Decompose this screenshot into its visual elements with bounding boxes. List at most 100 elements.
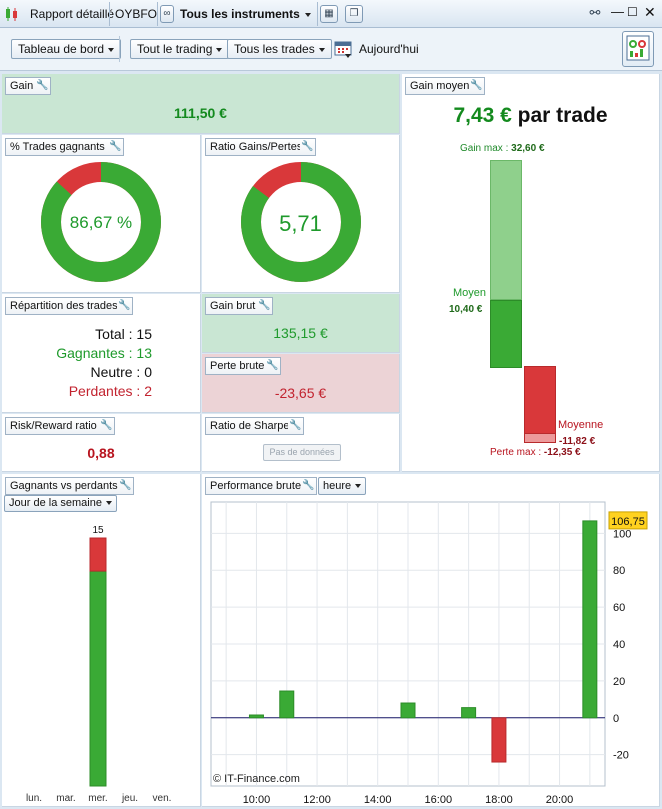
gross-gain-panel: Gain brut 🔧 135,15 € [202, 294, 400, 353]
winners-bar [89, 570, 107, 787]
x-tick-label: 18:00 [485, 794, 513, 806]
no-data-button[interactable]: Pas de données [263, 444, 341, 461]
y-tick-label: 0 [613, 713, 619, 725]
gain-bar [461, 707, 477, 719]
minimize-icon[interactable]: — [611, 4, 624, 19]
losers-bar [89, 537, 107, 572]
win-percentage-donut [41, 162, 161, 282]
title-bar: Rapport détaillé OYBFO ∞ Tous les instru… [0, 0, 662, 28]
avg-gain-label: Moyen [453, 287, 487, 299]
toolbar: Tableau de bord Tout le trading Tous les… [0, 28, 662, 71]
weekday-tick-label: lun. [26, 793, 42, 804]
y-tick-label: 80 [613, 565, 625, 577]
wrench-icon[interactable]: 🔧 [265, 357, 281, 375]
gain-loss-ratio-value: 5,71 [279, 211, 322, 236]
maximize-icon[interactable]: ☐ [627, 5, 638, 19]
average-gain-unit: par trade [517, 104, 608, 127]
avg-gain-bar [490, 300, 522, 368]
max-loss-label: Perte max : -12,35 € [490, 447, 581, 458]
sharpe-ratio-title: Ratio de Sharpe [205, 417, 295, 435]
copy-icon[interactable]: ❐ [345, 5, 363, 23]
candlestick-icon [3, 5, 21, 23]
winners-vs-losers-title: Gagnants vs perdants [5, 477, 123, 495]
calendar-caret-icon[interactable] [345, 54, 351, 58]
average-gain-panel: Gain moyen 🔧 7,43 € par trade Gain max :… [402, 74, 660, 472]
last-value-label: 106,75 [611, 516, 645, 528]
weekday-tick-label: ven. [153, 793, 172, 804]
gross-loss-panel: Perte brute 🔧 -23,65 € [202, 354, 400, 413]
trades-dropdown[interactable]: Tous les trades [227, 39, 332, 59]
gain-panel: Gain 🔧 111,50 € [2, 74, 400, 134]
gross-gain-title: Gain brut [205, 297, 261, 315]
risk-reward-title: Risk/Reward ratio [5, 417, 102, 435]
wrench-icon[interactable]: 🔧 [469, 77, 485, 95]
gross-performance-panel: Performance brute 🔧 heure 100 80 60 40 20 0 -2… [202, 474, 660, 807]
x-tick-label: 20:00 [546, 794, 574, 806]
calendar-icon[interactable] [334, 39, 353, 57]
donut-win-segment [241, 162, 361, 282]
total-data-label: 15 [92, 525, 104, 536]
close-icon[interactable]: ✕ [644, 4, 656, 20]
instruments-dropdown[interactable]: Tous les instruments [180, 7, 311, 21]
wrench-icon[interactable]: 🔧 [288, 417, 304, 435]
average-gain-value: 7,43 € [453, 104, 512, 127]
wrench-icon[interactable]: 🔧 [118, 477, 134, 495]
y-tick-label: 60 [613, 602, 625, 614]
hour-dropdown[interactable]: heure [318, 477, 367, 495]
account-label[interactable]: OYBFO [115, 7, 158, 21]
wrench-icon[interactable]: 🔧 [99, 417, 115, 435]
distribution-list: Total : 15 Gagnantes : 13 Neutre : 0 Per… [2, 325, 152, 401]
gain-bar [248, 714, 264, 719]
gross-performance-title: Performance brute [205, 477, 307, 495]
weekday-tick-label: mar. [56, 793, 75, 804]
wrench-icon[interactable]: 🔧 [301, 477, 317, 495]
gross-loss-value: -23,65 € [274, 385, 327, 401]
gain-title: Gain [5, 77, 39, 95]
wrench-icon[interactable]: 🔧 [257, 297, 273, 315]
x-tick-label: 10:00 [243, 794, 271, 806]
link-icon[interactable]: ∞ [160, 5, 174, 23]
chart-icon[interactable]: ▦ [320, 5, 338, 23]
gross-loss-title: Perte brute [205, 357, 270, 375]
sharpe-ratio-panel: Ratio de Sharpe 🔧 Pas de données [202, 414, 400, 472]
losers-row: Perdantes : 2 [68, 383, 152, 399]
gain-value: 111,50 € [174, 105, 227, 121]
trading-dropdown[interactable]: Tout le trading [130, 39, 230, 59]
gain-bar [279, 690, 295, 719]
neutral-row: Neutre : 0 [90, 364, 153, 380]
gross-performance-chart: 100 80 60 40 20 0 -20 10:00 12:00 14:00 16:00 18:00… [210, 501, 648, 806]
max-loss-bar [524, 433, 556, 443]
x-tick-label: 16:00 [425, 794, 453, 806]
avg-loss-label: Moyenne [558, 419, 604, 431]
trade-distribution-panel: Répartition des trades 🔧 Total : 15 Gagn… [2, 294, 201, 413]
wrench-icon[interactable]: 🔧 [117, 297, 133, 315]
trade-distribution-title: Répartition des trades [5, 297, 123, 315]
gain-bar [400, 702, 416, 719]
winners-vs-losers-chart: lun. mar. mer. 15 jeu. ven. [26, 525, 172, 804]
win-percentage-value: 86,67 % [69, 213, 133, 232]
weekday-tick-label: jeu. [121, 793, 138, 804]
avg-gain-value: 10,40 € [449, 304, 483, 315]
y-tick-label: 20 [613, 676, 625, 688]
wrench-icon[interactable]: 🔧 [108, 138, 124, 156]
average-gain-title: Gain moyen [405, 77, 475, 95]
y-tick-label: -20 [613, 750, 629, 762]
avg-loss-bar [524, 366, 556, 443]
share-icon[interactable]: ⚯ [589, 5, 601, 20]
win-percentage-title: % Trades gagnants [5, 138, 110, 156]
wrench-icon[interactable]: 🔧 [35, 77, 51, 95]
x-tick-label: 12:00 [303, 794, 331, 806]
wrench-icon[interactable]: 🔧 [300, 138, 316, 156]
weekday-tick-label: mer. [88, 793, 107, 804]
y-tick-label: 100 [613, 528, 631, 540]
dashboard-settings-icon[interactable] [622, 31, 654, 67]
watermark: © IT-Finance.com [213, 773, 300, 785]
dashboard-dropdown[interactable]: Tableau de bord [11, 39, 122, 59]
weekday-dropdown[interactable]: Jour de la semaine [4, 495, 117, 512]
donut-win-segment [41, 162, 161, 282]
gain-loss-ratio-panel: Ratio Gains/Pertes 🔧 5,71 [202, 135, 400, 293]
gross-gain-value: 135,15 € [273, 325, 328, 341]
date-label[interactable]: Aujourd'hui [359, 42, 419, 56]
report-title[interactable]: Rapport détaillé [30, 7, 115, 21]
winners-vs-losers-panel: Gagnants vs perdants 🔧 Jour de la semain… [2, 474, 201, 807]
